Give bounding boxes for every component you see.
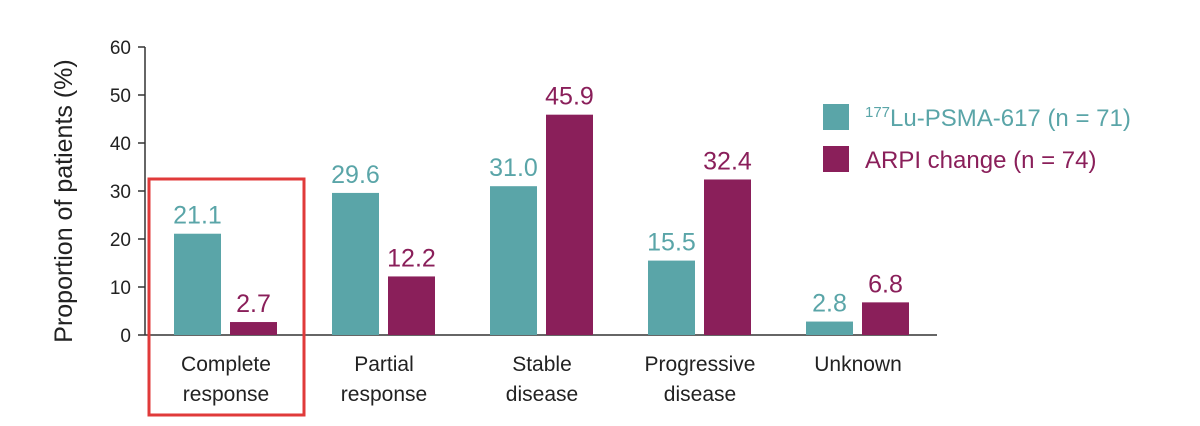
data-label: 2.7	[236, 290, 271, 318]
data-label: 21.1	[173, 202, 222, 230]
x-tick-label: disease	[506, 383, 578, 406]
value-labels-group: 21.1 29.6 31.0 15.5 2.8 2.7 12.2 45.9 32.4 6.8	[173, 83, 903, 318]
data-label: 31.0	[489, 154, 538, 182]
y-tick-label: 10	[110, 278, 131, 299]
y-tick-label: 30	[110, 182, 131, 203]
data-label: 32.4	[703, 147, 752, 175]
bar	[388, 276, 435, 335]
y-tick-label: 20	[110, 230, 131, 251]
bar	[332, 192, 379, 335]
y-tick-label: 0	[120, 326, 131, 347]
y-tick-label: 60	[110, 38, 131, 59]
bar	[806, 321, 853, 335]
y-tick-label: 50	[110, 86, 131, 107]
data-label: 2.8	[812, 290, 847, 318]
y-tick-label: 40	[110, 134, 131, 155]
x-tick-label: Unknown	[814, 353, 902, 376]
data-label: 12.2	[387, 244, 436, 272]
bar	[174, 233, 221, 335]
legend: 177Lu-PSMA-617 (n = 71) ARPI change (n = …	[823, 104, 1131, 174]
x-tick-label: Stable	[512, 353, 572, 376]
data-label: 45.9	[545, 83, 594, 111]
y-axis-title: Proportion of patients (%)	[50, 59, 78, 342]
bar	[230, 322, 277, 335]
highlight-box	[147, 177, 306, 417]
category-labels-group: Complete response Partial response Stable dis…	[181, 353, 902, 406]
bars-group	[174, 114, 909, 336]
legend-swatch	[823, 146, 849, 172]
legend-superscript: 177	[865, 104, 890, 121]
x-tick-label: Progressive	[645, 353, 756, 376]
bar	[704, 179, 751, 335]
legend-swatch	[823, 104, 849, 130]
bar	[648, 260, 695, 335]
legend-label: ARPI change (n = 74)	[865, 147, 1096, 174]
x-tick-label: response	[341, 383, 427, 406]
legend-label: 177Lu-PSMA-617 (n = 71)	[865, 104, 1131, 132]
legend-label-text: Lu-PSMA-617 (n = 71)	[890, 105, 1131, 132]
x-tick-label: Complete	[181, 353, 271, 376]
highlight-group	[147, 177, 306, 417]
data-label: 15.5	[647, 229, 696, 257]
data-label: 6.8	[868, 270, 903, 298]
axes-group: 0 10 20 30 40 50 60 Proportion of patients (%)	[50, 38, 937, 347]
x-tick-label: response	[183, 383, 269, 406]
bar	[490, 186, 537, 335]
x-tick-label: Partial	[354, 353, 414, 376]
data-label: 29.6	[331, 161, 380, 189]
bar	[546, 114, 593, 336]
bar	[862, 302, 909, 335]
x-tick-label: disease	[664, 383, 736, 406]
